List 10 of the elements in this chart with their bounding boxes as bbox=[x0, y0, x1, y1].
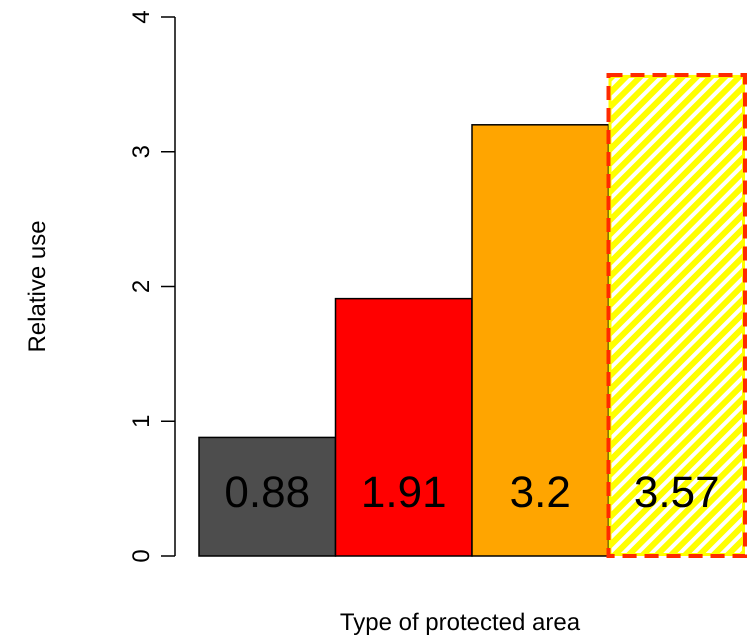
data-label: 1.91 bbox=[360, 468, 447, 517]
y-tick-label: 0 bbox=[128, 549, 155, 563]
data-label: 3.2 bbox=[510, 468, 571, 517]
y-tick-label: 3 bbox=[128, 145, 155, 158]
y-axis-title: Relative use bbox=[24, 220, 51, 353]
y-tick-label: 4 bbox=[128, 10, 155, 24]
y-tick-label: 2 bbox=[128, 280, 155, 294]
y-tick-label: 1 bbox=[128, 414, 155, 428]
x-axis-title: Type of protected area bbox=[340, 609, 581, 636]
data-label: 0.88 bbox=[224, 468, 310, 517]
